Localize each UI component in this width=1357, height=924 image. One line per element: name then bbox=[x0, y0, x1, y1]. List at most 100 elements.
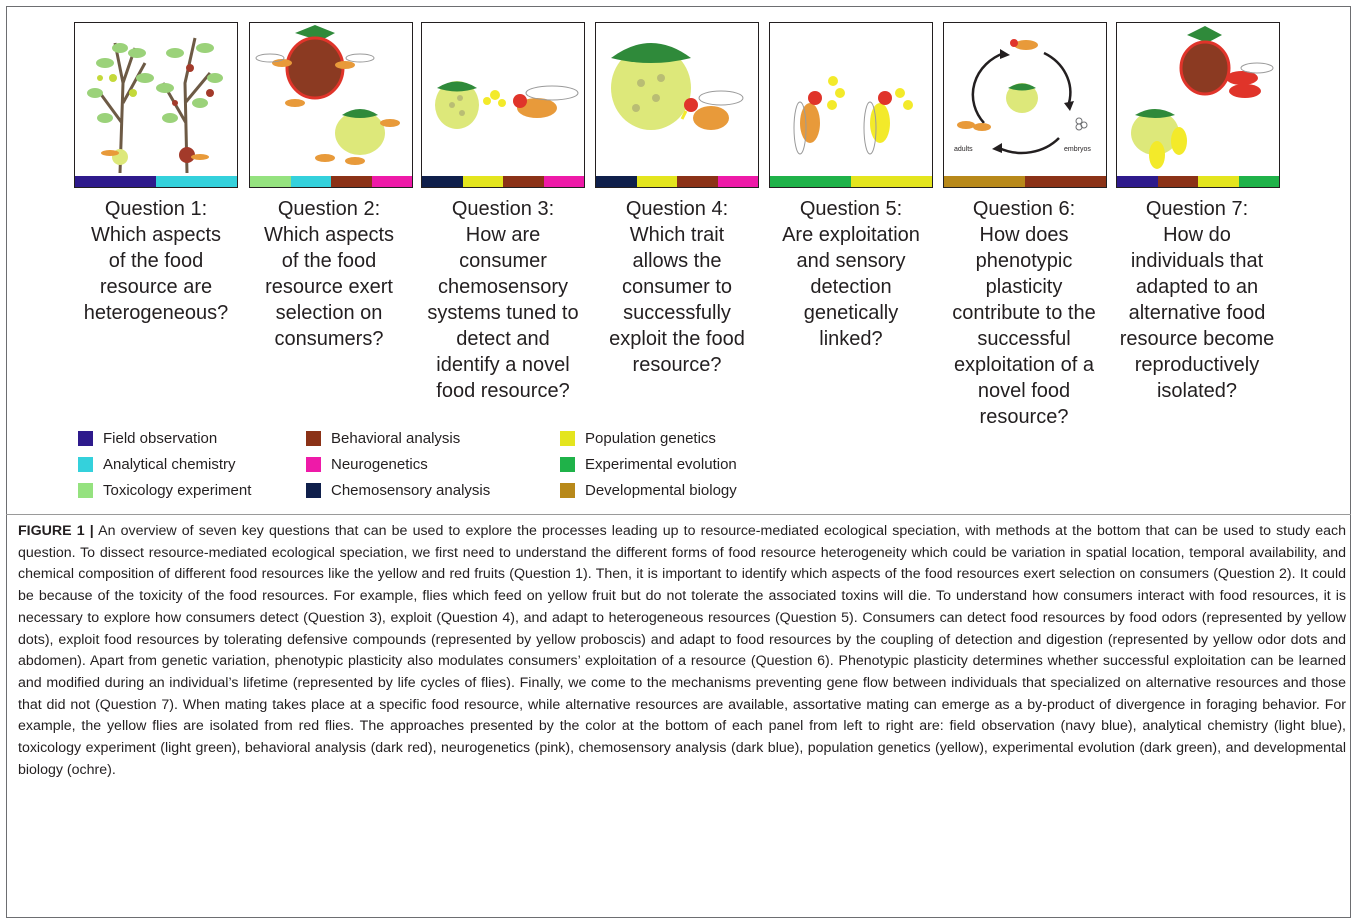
method-bar-segment bbox=[503, 176, 544, 187]
legend-label: Toxicology experiment bbox=[103, 481, 252, 499]
question-line: Question 4: bbox=[625, 198, 729, 220]
question-line: detection bbox=[810, 276, 892, 298]
question-line: Which aspects bbox=[263, 224, 395, 246]
legend-item: Developmental biology bbox=[560, 480, 737, 500]
question-line: heterogeneous? bbox=[83, 302, 229, 324]
adults-label: adults bbox=[954, 146, 973, 153]
question-line: identify a novel bbox=[436, 354, 570, 376]
legend-swatch bbox=[78, 456, 93, 472]
method-bar-segment bbox=[851, 176, 932, 187]
fly-feeding-icon bbox=[611, 43, 744, 130]
question-line: Are exploitation bbox=[782, 224, 920, 246]
question-line: How do bbox=[1163, 224, 1231, 246]
method-bar bbox=[944, 176, 1106, 187]
legend-item: Toxicology experiment bbox=[78, 480, 251, 500]
question-line: Question 5: bbox=[799, 198, 903, 220]
question-line: phenotypic bbox=[975, 250, 1073, 272]
method-bar-segment bbox=[331, 176, 372, 187]
caption-text: An overview of seven key questions that … bbox=[18, 523, 1346, 778]
question-line: alternative food bbox=[1128, 302, 1266, 324]
method-bar bbox=[250, 176, 412, 187]
odor-fly-icon bbox=[435, 81, 579, 129]
method-bar bbox=[1117, 176, 1279, 187]
question-line: How does bbox=[979, 224, 1069, 246]
figure-frame bbox=[6, 6, 1351, 918]
method-bar-segment bbox=[75, 176, 156, 187]
method-bar-segment bbox=[636, 176, 677, 187]
method-bar-segment bbox=[1117, 176, 1158, 187]
legend-swatch bbox=[306, 482, 321, 498]
legend-swatch bbox=[560, 430, 575, 446]
legend-swatch bbox=[306, 430, 321, 446]
method-bar-segment bbox=[1157, 176, 1198, 187]
method-bar-segment bbox=[290, 176, 331, 187]
legend-label: Neurogenetics bbox=[331, 455, 428, 473]
question-line: consumer to bbox=[621, 276, 733, 298]
question-line: of the food bbox=[281, 250, 377, 272]
methods-legend: Field observation Analytical chemistry Tox… bbox=[78, 428, 878, 508]
method-bar-segment bbox=[677, 176, 718, 187]
question-line: exploitation of a bbox=[953, 354, 1095, 376]
legend-label: Experimental evolution bbox=[585, 455, 737, 473]
legend-item: Analytical chemistry bbox=[78, 454, 236, 474]
legend-label: Population genetics bbox=[585, 429, 716, 447]
legend-swatch bbox=[560, 456, 575, 472]
question-line: How are bbox=[465, 224, 541, 246]
panel-question-5 bbox=[769, 22, 933, 188]
method-bar bbox=[422, 176, 584, 187]
question-line: selection on bbox=[275, 302, 383, 324]
legend-label: Chemosensory analysis bbox=[331, 481, 491, 499]
method-bar-segment bbox=[596, 176, 637, 187]
legend-swatch bbox=[78, 482, 93, 498]
embryos-label: embryos bbox=[1064, 146, 1091, 153]
question-line: Question 1: bbox=[104, 198, 208, 220]
panel-question-4 bbox=[595, 22, 759, 188]
question-line: chemosensory bbox=[437, 276, 569, 298]
method-bar-segment bbox=[717, 176, 758, 187]
question-4: Question 4: Which trait allows the consumer… bbox=[589, 196, 765, 378]
question-line: exploit the food bbox=[609, 328, 745, 350]
question-line: Question 3: bbox=[451, 198, 555, 220]
question-5: Question 5: Are exploitation and sensory de… bbox=[763, 196, 939, 352]
fruits-flies-icon bbox=[255, 25, 400, 165]
question-line: reproductively bbox=[1134, 354, 1260, 376]
panel-question-6: adults embryos bbox=[943, 22, 1107, 188]
question-line: individuals that bbox=[1130, 250, 1264, 272]
method-bar-segment bbox=[543, 176, 584, 187]
figure-caption: FIGURE 1 | An overview of seven key ques… bbox=[18, 521, 1346, 781]
method-bar-segment bbox=[770, 176, 851, 187]
question-line: consumers? bbox=[274, 328, 384, 350]
question-line: Question 2: bbox=[277, 198, 381, 220]
question-line: resource? bbox=[632, 354, 722, 376]
two-flies-icon bbox=[793, 76, 913, 155]
question-line: plasticity bbox=[985, 276, 1063, 298]
life-cycle-icon: adults embryos bbox=[954, 39, 1091, 155]
legend-label: Field observation bbox=[103, 429, 218, 447]
question-line: and sensory bbox=[796, 250, 906, 272]
panel-question-2 bbox=[249, 22, 413, 188]
legend-item: Field observation bbox=[78, 428, 217, 448]
figure-panels: adults embryos bbox=[74, 22, 1336, 190]
method-bar bbox=[596, 176, 758, 187]
legend-item: Population genetics bbox=[560, 428, 716, 448]
method-bar-segment bbox=[1025, 176, 1106, 187]
method-bar-segment bbox=[156, 176, 237, 187]
method-bar-segment bbox=[1238, 176, 1279, 187]
legend-swatch bbox=[78, 430, 93, 446]
question-line: of the food bbox=[108, 250, 204, 272]
question-line: resource become bbox=[1119, 328, 1275, 350]
question-line: isolated? bbox=[1156, 380, 1238, 402]
legend-label: Developmental biology bbox=[585, 481, 737, 499]
question-line: food resource? bbox=[436, 380, 570, 402]
question-line: allows the bbox=[632, 250, 722, 272]
question-line: resource exert bbox=[265, 276, 393, 298]
question-7: Question 7: How do individuals that adapted… bbox=[1109, 196, 1285, 404]
legend-item: Neurogenetics bbox=[306, 454, 428, 474]
question-line: consumer bbox=[459, 250, 547, 272]
question-line: detect and bbox=[456, 328, 550, 350]
method-bar bbox=[770, 176, 932, 187]
question-3: Question 3: How are consumer chemosensory sy… bbox=[415, 196, 591, 404]
panel-question-1 bbox=[74, 22, 238, 188]
question-line: resource? bbox=[979, 406, 1069, 428]
legend-item: Behavioral analysis bbox=[306, 428, 460, 448]
